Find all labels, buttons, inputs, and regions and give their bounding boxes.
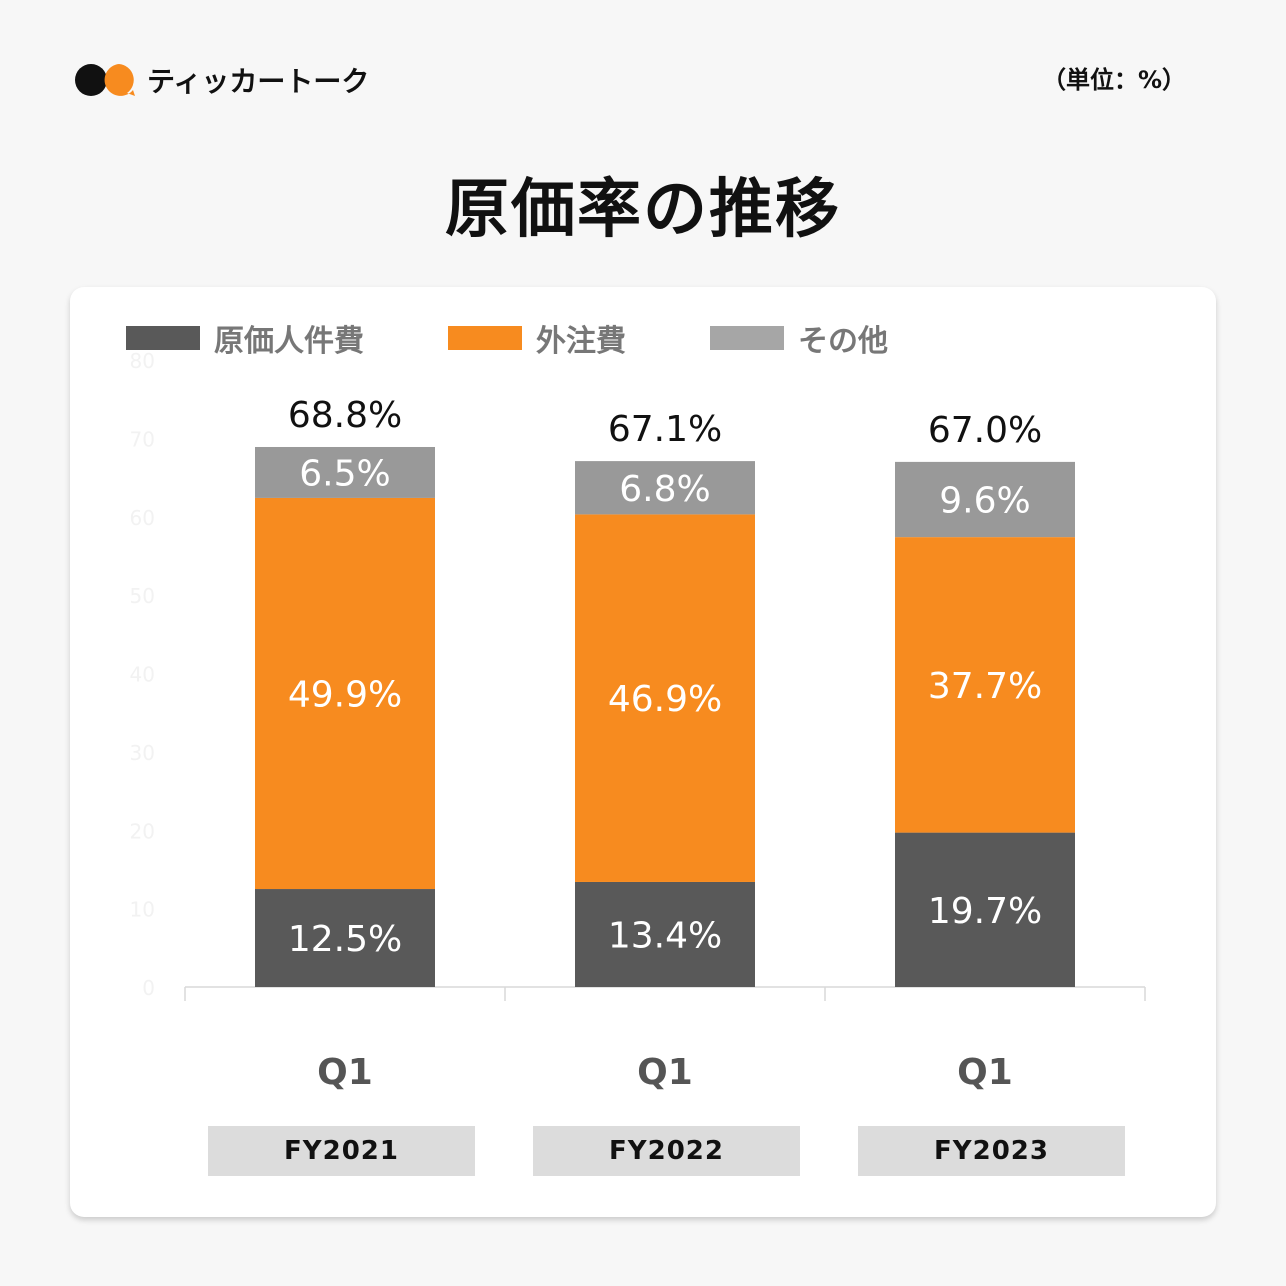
legend-item-labor: 原価人件費 [126, 316, 364, 360]
y-tick-label: 50 [130, 584, 155, 608]
bar-segment [575, 461, 755, 515]
data-label: 12.5% [288, 919, 402, 960]
legend-item-other: その他 [710, 316, 888, 360]
y-tick-label: 30 [130, 741, 155, 765]
y-tick-label: 20 [130, 819, 155, 843]
bar-segment [895, 461, 1075, 538]
y-tick-label: 70 [130, 427, 155, 451]
data-label: 6.5% [299, 453, 390, 494]
bar-segment [575, 881, 755, 987]
logo-icon [75, 64, 135, 96]
data-label: 37.7% [928, 666, 1042, 707]
legend-label: その他 [798, 324, 888, 359]
legend-swatch-labor [126, 326, 200, 350]
group-label-fy2022: FY2022 [533, 1126, 800, 1176]
y-tick-label: 40 [130, 663, 155, 687]
bar-segment [255, 497, 435, 890]
bar-segment [255, 446, 435, 498]
x-tick-label: Q1 [637, 1052, 693, 1093]
x-tick-label: Q1 [317, 1052, 373, 1093]
x-tick-label: Q1 [957, 1052, 1013, 1093]
legend-label: 原価人件費 [214, 324, 364, 359]
data-label: 13.4% [608, 915, 722, 956]
bar-segment [255, 889, 435, 987]
data-label: 46.9% [608, 679, 722, 720]
group-label-fy2021: FY2021 [208, 1126, 475, 1176]
y-tick-label: 10 [130, 898, 155, 922]
total-label: 68.8% [288, 395, 402, 436]
y-tick-label: 80 [130, 349, 155, 373]
legend-swatch-outsourcing [448, 326, 522, 350]
y-tick-label: 0 [142, 976, 155, 1000]
legend-label: 外注費 [536, 324, 626, 359]
bar-segment [895, 537, 1075, 833]
chart-title: 原価率の推移 [445, 173, 841, 247]
data-label: 9.6% [939, 481, 1030, 522]
brand-logo: ティッカートーク [75, 60, 369, 100]
group-label-fy2023: FY2023 [858, 1126, 1125, 1176]
total-label: 67.1% [608, 409, 722, 450]
data-label: 49.9% [288, 674, 402, 715]
y-tick-label: 60 [130, 506, 155, 530]
total-label: 67.0% [928, 410, 1042, 451]
data-label: 6.8% [619, 469, 710, 510]
bar-segment [895, 832, 1075, 987]
legend: 原価人件費 外注費 その他 [126, 316, 972, 360]
legend-item-outsourcing: 外注費 [448, 316, 626, 360]
unit-label: （単位：%） [1041, 66, 1186, 94]
data-label: 19.7% [928, 891, 1042, 932]
legend-swatch-other [710, 326, 784, 350]
brand-name: ティッカートーク [147, 65, 370, 98]
bar-segment [575, 514, 755, 882]
